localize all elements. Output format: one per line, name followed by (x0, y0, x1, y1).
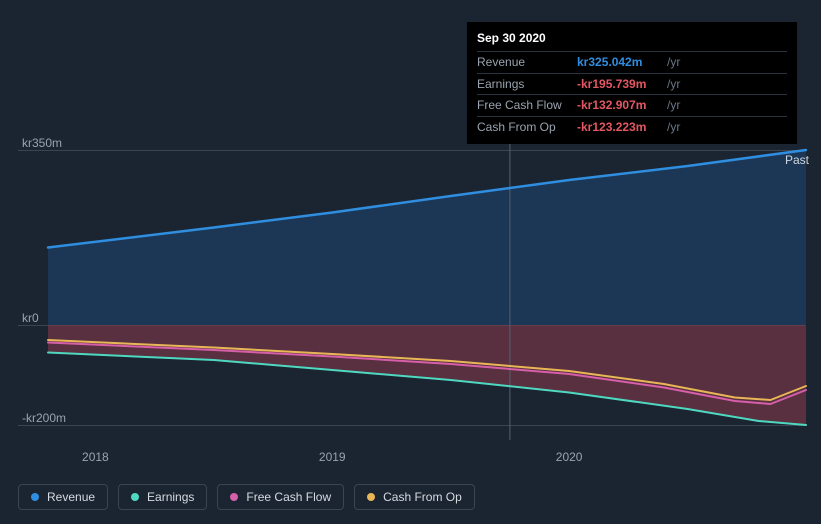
legend-item-earnings[interactable]: Earnings (118, 484, 207, 510)
tooltip-row: Earnings-kr195.739m/yr (477, 73, 787, 95)
legend-dot-icon (367, 493, 375, 501)
series-area-revenue (48, 150, 806, 325)
tooltip-row-unit: /yr (667, 76, 680, 93)
tooltip-row-label: Revenue (477, 54, 577, 71)
x-axis-label: 2020 (556, 450, 583, 464)
tooltip-date: Sep 30 2020 (477, 28, 787, 51)
past-label: Past (785, 153, 809, 167)
legend-item-free_cash_flow[interactable]: Free Cash Flow (217, 484, 344, 510)
tooltip-row-value: kr325.042m (577, 54, 663, 71)
tooltip-row-value: -kr195.739m (577, 76, 663, 93)
legend-item-revenue[interactable]: Revenue (18, 484, 108, 510)
tooltip-row-unit: /yr (667, 54, 680, 71)
tooltip-row: Revenuekr325.042m/yr (477, 51, 787, 73)
legend-item-label: Free Cash Flow (246, 490, 331, 504)
tooltip-row-value: -kr123.223m (577, 119, 663, 136)
legend-item-cash_from_op[interactable]: Cash From Op (354, 484, 475, 510)
tooltip-row: Free Cash Flow-kr132.907m/yr (477, 94, 787, 116)
legend-item-label: Cash From Op (383, 490, 462, 504)
tooltip-row-unit: /yr (667, 119, 680, 136)
legend-dot-icon (131, 493, 139, 501)
earnings-revenue-chart: kr350mkr0-kr200m Past 201820192020 Sep 3… (0, 0, 821, 524)
tooltip-row-label: Earnings (477, 76, 577, 93)
tooltip-row: Cash From Op-kr123.223m/yr (477, 116, 787, 138)
tooltip-row-label: Cash From Op (477, 119, 577, 136)
legend-item-label: Revenue (47, 490, 95, 504)
x-axis-label: 2019 (319, 450, 346, 464)
legend-item-label: Earnings (147, 490, 194, 504)
chart-tooltip: Sep 30 2020 Revenuekr325.042m/yrEarnings… (467, 22, 797, 144)
tooltip-row-value: -kr132.907m (577, 97, 663, 114)
chart-legend: Revenue Earnings Free Cash Flow Cash From O… (18, 484, 475, 510)
legend-dot-icon (230, 493, 238, 501)
tooltip-row-unit: /yr (667, 97, 680, 114)
tooltip-row-label: Free Cash Flow (477, 97, 577, 114)
x-axis-label: 2018 (82, 450, 109, 464)
legend-dot-icon (31, 493, 39, 501)
